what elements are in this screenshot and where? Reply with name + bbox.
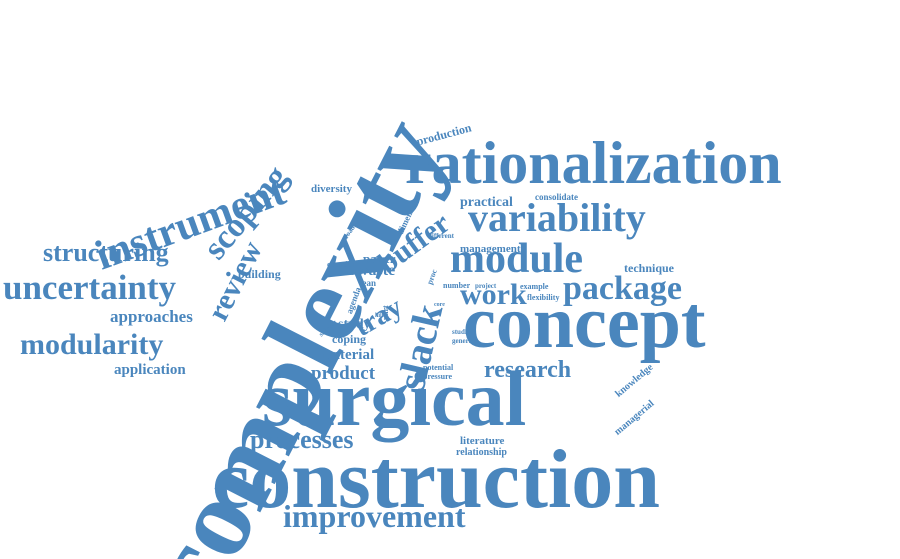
word-improvement: improvement: [283, 498, 466, 534]
word-uncertainty: uncertainty: [3, 268, 177, 307]
word-waste: waste: [357, 262, 396, 279]
word-proc: proc: [425, 268, 439, 286]
word-potential: potential: [423, 363, 454, 372]
word-kill: kill: [375, 313, 384, 319]
word-literature: literature: [460, 435, 505, 447]
word-technique: technique: [624, 261, 675, 275]
word-example: example: [520, 282, 549, 291]
word-approaches: approaches: [110, 307, 193, 326]
word-coping: coping: [332, 332, 367, 346]
word-study: study: [338, 317, 371, 332]
word-concept: concept: [463, 282, 706, 364]
word-management: management: [460, 243, 521, 255]
word-product: product: [311, 363, 376, 384]
word-number: number: [443, 281, 471, 290]
word-generic: generic: [452, 337, 474, 345]
word-package: package: [563, 270, 682, 307]
word-relationship: relationship: [456, 447, 507, 458]
word-module: module: [450, 236, 584, 282]
word-variability: variability: [468, 195, 646, 240]
word-material: material: [320, 347, 375, 363]
word-construction: construction: [212, 433, 660, 526]
word-research: research: [484, 357, 572, 383]
word-flexibility: flexibility: [527, 293, 560, 302]
word-house: house: [340, 269, 358, 277]
word-structuring: structuring: [43, 238, 169, 267]
word-pressure: pressure: [423, 372, 453, 381]
word-paper: paper: [363, 251, 396, 266]
word-work: work: [460, 278, 527, 311]
word-processes: processes: [250, 425, 354, 454]
word-project: project: [475, 282, 497, 290]
word-modularity: modularity: [20, 328, 164, 361]
word-diversity: diversity: [311, 183, 352, 195]
word-surgical: surgical: [262, 355, 527, 442]
word-question: question: [327, 260, 356, 269]
word-application: application: [114, 362, 186, 378]
word-lean: lean: [360, 278, 377, 288]
word-core: core: [434, 302, 445, 308]
word-building: building: [238, 267, 281, 281]
word-practical: practical: [460, 195, 513, 210]
word-managerial: managerial: [612, 398, 657, 438]
word-rationalization: rationalization: [405, 130, 782, 196]
word-knowledge: knowledge: [613, 361, 656, 400]
word-different: different: [428, 232, 454, 240]
word-consolidate: consolidate: [535, 192, 579, 202]
word-studies: studies: [452, 328, 473, 336]
